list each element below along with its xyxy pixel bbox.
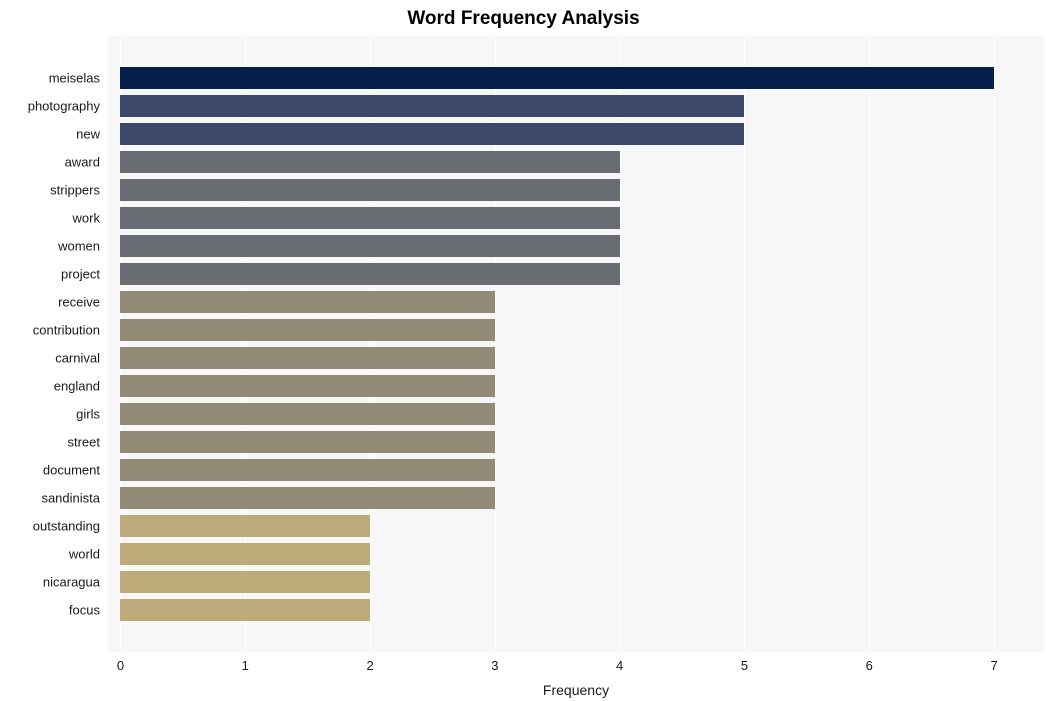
x-tick-label: 1 (242, 652, 249, 673)
x-tick-label: 0 (117, 652, 124, 673)
bar (120, 151, 619, 173)
x-tick-label: 4 (616, 652, 623, 673)
bar (120, 67, 994, 89)
y-tick-label: england (54, 379, 108, 394)
bar (120, 263, 619, 285)
y-tick-label: outstanding (33, 519, 108, 534)
bar (120, 375, 494, 397)
bar (120, 291, 494, 313)
y-tick-label: sandinista (41, 491, 108, 506)
bar (120, 543, 370, 565)
x-tick-label: 3 (491, 652, 498, 673)
y-tick-label: project (61, 267, 108, 282)
y-tick-label: world (69, 547, 108, 562)
y-tick-label: new (76, 127, 108, 142)
y-tick-label: meiselas (49, 71, 108, 86)
y-tick-label: strippers (50, 183, 108, 198)
y-tick-label: award (65, 155, 108, 170)
x-tick-label: 7 (990, 652, 997, 673)
bar (120, 459, 494, 481)
bar (120, 431, 494, 453)
y-tick-label: contribution (33, 323, 108, 338)
bar (120, 95, 744, 117)
bar (120, 347, 494, 369)
bar (120, 123, 744, 145)
grid-line (869, 36, 870, 652)
y-tick-label: street (67, 435, 108, 450)
bar (120, 319, 494, 341)
bar (120, 179, 619, 201)
x-tick-label: 2 (366, 652, 373, 673)
y-tick-label: women (58, 239, 108, 254)
bar (120, 487, 494, 509)
grid-line (994, 36, 995, 652)
y-tick-label: document (43, 463, 108, 478)
plot-area: Frequency 01234567meiselasphotographynew… (108, 36, 1044, 652)
y-tick-label: work (73, 211, 108, 226)
bar (120, 403, 494, 425)
y-tick-label: focus (69, 603, 108, 618)
y-tick-label: carnival (55, 351, 108, 366)
x-tick-label: 5 (741, 652, 748, 673)
y-tick-label: nicaragua (43, 575, 108, 590)
grid-line (744, 36, 745, 652)
bar (120, 207, 619, 229)
bar (120, 599, 370, 621)
y-tick-label: photography (28, 99, 108, 114)
chart-title: Word Frequency Analysis (0, 8, 1047, 30)
chart-container: Word Frequency Analysis Frequency 012345… (0, 0, 1047, 701)
bar (120, 571, 370, 593)
y-tick-label: receive (58, 295, 108, 310)
x-tick-label: 6 (866, 652, 873, 673)
bar (120, 515, 370, 537)
bar (120, 235, 619, 257)
y-tick-label: girls (76, 407, 108, 422)
